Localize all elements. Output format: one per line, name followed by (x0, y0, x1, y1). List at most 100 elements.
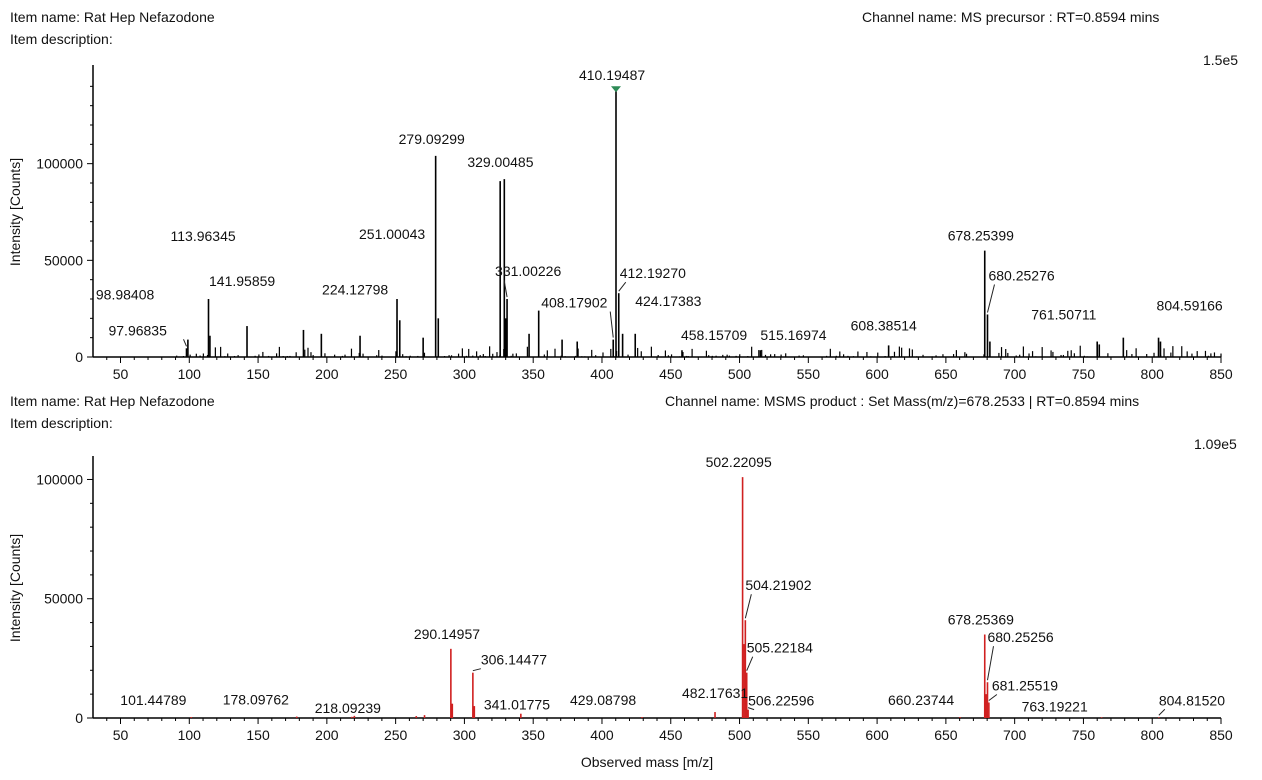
peak-label: 608.38514 (851, 317, 917, 333)
peak-label: 329.00485 (467, 154, 533, 170)
peak-label-leader (503, 279, 508, 298)
channel-name-1: Channel name: MS precursor : RT=0.8594 m… (862, 9, 1160, 25)
max-intensity-label-2: 1.09e5 (1194, 436, 1237, 452)
y-tick-label: 50000 (44, 591, 83, 607)
peak-label: 141.95859 (209, 273, 275, 289)
peak-label: 681.25519 (992, 677, 1058, 693)
peak-label: 515.16974 (760, 327, 826, 343)
x-tick-label: 800 (1141, 727, 1165, 743)
y-tick-label: 0 (75, 710, 83, 726)
x-tick-label: 50 (113, 727, 129, 743)
x-tick-label: 250 (384, 366, 408, 382)
x-tick-label: 200 (315, 366, 339, 382)
y-axis-label: Intensity [Counts] (7, 158, 23, 266)
x-tick-label: 150 (246, 727, 270, 743)
peak-label-leader (472, 668, 481, 672)
x-tick-label: 150 (246, 366, 270, 382)
y-tick-label: 100000 (36, 471, 83, 487)
item-description-1: Item description: (10, 31, 113, 47)
peak-label: 178.09762 (223, 692, 289, 708)
peak-label: 97.96835 (108, 322, 167, 338)
y-tick-label: 50000 (44, 252, 83, 268)
x-tick-label: 600 (865, 727, 889, 743)
peak-label: 504.21902 (745, 577, 811, 593)
peak-label: 804.81520 (1159, 692, 1225, 708)
peak-label: 251.00043 (359, 226, 425, 242)
peak-label: 341.01775 (484, 697, 550, 713)
peak-label: 458.15709 (681, 327, 747, 343)
peak-label-leader (183, 339, 187, 347)
peak-label: 429.08798 (570, 692, 636, 708)
x-tick-label: 700 (1003, 727, 1027, 743)
max-intensity-label-1: 1.5e5 (1203, 52, 1239, 68)
peak-label-leader (746, 656, 754, 671)
y-axis-label: Intensity [Counts] (7, 534, 23, 642)
peak-label: 290.14957 (414, 626, 480, 642)
peak-label: 680.25276 (988, 267, 1054, 283)
x-tick-label: 700 (1003, 366, 1027, 382)
x-tick-label: 850 (1209, 366, 1233, 382)
item-name-2: Item name: Rat Hep Nefazodone (10, 393, 215, 409)
x-tick-label: 400 (590, 366, 614, 382)
peak-label-leader (618, 281, 627, 292)
msms-product-spectrum: 50 100 150 200 250 300 350 400 450 500 550 600 650 70… (7, 454, 1233, 770)
x-tick-label: 750 (1072, 366, 1096, 382)
peak-label: 424.17383 (635, 293, 701, 309)
channel-name-2: Channel name: MSMS product : Set Mass(m/… (665, 393, 1140, 409)
peak-label-leader (987, 646, 994, 681)
x-tick-label: 800 (1141, 366, 1165, 382)
x-tick-label: 300 (453, 727, 477, 743)
x-tick-label: 550 (797, 366, 821, 382)
x-tick-label: 650 (934, 366, 958, 382)
x-tick-label: 500 (728, 366, 752, 382)
x-axis-label: Observed mass [m/z] (581, 754, 713, 770)
peak-label: 331.00226 (495, 263, 561, 279)
peak-label: 279.09299 (399, 131, 465, 147)
peak-label: 410.19487 (579, 67, 645, 83)
x-tick-label: 300 (453, 366, 477, 382)
peak-label-leader (987, 284, 995, 313)
peak-label: 482.17631 (682, 685, 748, 701)
peak-label: 804.59166 (1157, 298, 1223, 314)
peak-label-leader (988, 694, 998, 701)
peak-label: 98.98408 (96, 287, 155, 303)
peak-label-leader (1158, 708, 1166, 716)
x-tick-label: 200 (315, 727, 339, 743)
peak-label: 306.14477 (481, 652, 547, 668)
precursor-marker (610, 86, 621, 93)
x-tick-label: 350 (522, 366, 546, 382)
peak-label: 680.25256 (987, 629, 1053, 645)
x-tick-label: 550 (797, 727, 821, 743)
item-name-1: Item name: Rat Hep Nefazodone (10, 9, 215, 25)
peak-label: 408.17902 (541, 295, 607, 311)
x-tick-label: 100 (178, 727, 202, 743)
peak-label: 412.19270 (620, 265, 686, 281)
peak-label: 761.50711 (1031, 306, 1096, 322)
peak-label: 218.09239 (315, 700, 381, 716)
peak-label: 763.19221 (1022, 698, 1088, 714)
x-tick-label: 850 (1209, 727, 1233, 743)
x-tick-label: 350 (522, 727, 546, 743)
x-tick-label: 400 (590, 727, 614, 743)
x-tick-label: 750 (1072, 727, 1096, 743)
peak-label: 113.96345 (171, 228, 236, 244)
item-description-2: Item description: (10, 415, 113, 431)
x-tick-label: 600 (865, 366, 889, 382)
ms-precursor-spectrum: 50 100 150 200 250 300 350 400 450 500 550 600 650 70… (7, 65, 1233, 382)
x-tick-label: 450 (659, 366, 683, 382)
x-tick-label: 650 (934, 727, 958, 743)
y-tick-label: 100000 (36, 156, 83, 172)
x-tick-label: 250 (384, 727, 408, 743)
y-tick-label: 0 (75, 349, 83, 365)
peak-label-leader (744, 594, 752, 619)
peak-label: 678.25399 (948, 228, 1014, 244)
peak-label: 678.25369 (948, 612, 1014, 628)
x-tick-label: 50 (113, 366, 129, 382)
x-tick-label: 450 (659, 727, 683, 743)
peak-label: 660.23744 (888, 692, 954, 708)
peak-label: 101.44789 (120, 692, 186, 708)
x-tick-label: 100 (178, 366, 202, 382)
peak-label-leader (747, 707, 755, 711)
peak-label: 506.22596 (748, 693, 814, 709)
peak-label: 502.22095 (706, 454, 772, 470)
